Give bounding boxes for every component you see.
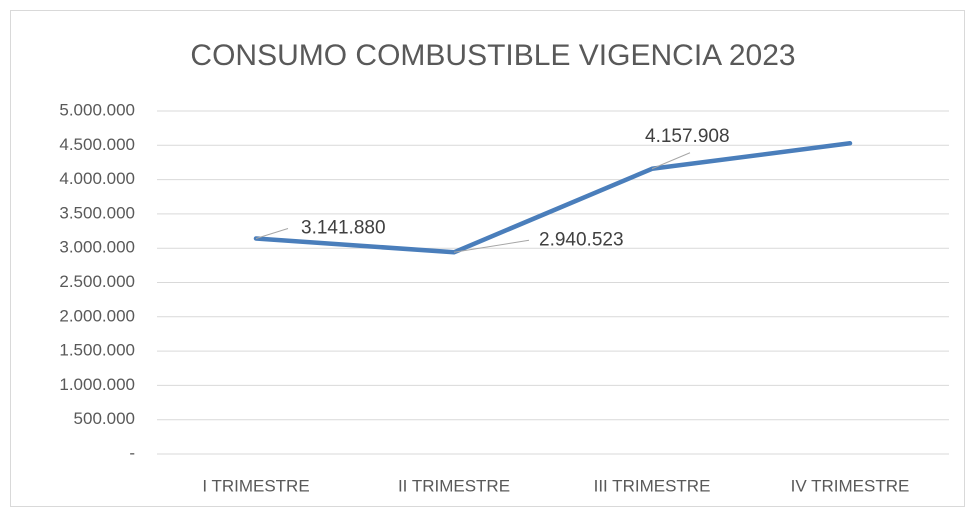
y-tick-label: 4.500.000	[59, 135, 135, 154]
y-tick-label: 4.000.000	[59, 169, 135, 188]
data-label: 4.157.908	[645, 126, 730, 147]
x-tick-label: II TRIMESTRE	[398, 476, 510, 495]
y-tick-label: 5.000.000	[59, 100, 135, 119]
leader-line	[453, 239, 530, 253]
leader-line	[255, 227, 289, 239]
x-tick-label: I TRIMESTRE	[202, 476, 309, 495]
y-tick-label: 2.000.000	[59, 306, 135, 325]
leader-line	[651, 152, 691, 170]
data-label: 2.940.523	[539, 229, 624, 250]
y-tick-label: 1.000.000	[59, 375, 135, 394]
y-tick-label: 2.500.000	[59, 272, 135, 291]
chart-title: CONSUMO COMBUSTIBLE VIGENCIA 2023	[190, 39, 795, 72]
x-tick-label: IV TRIMESTRE	[791, 476, 910, 495]
chart-border	[10, 10, 965, 507]
y-tick-label: 1.500.000	[59, 341, 135, 360]
y-tick-label: 3.500.000	[59, 203, 135, 222]
x-tick-label: III TRIMESTRE	[594, 476, 711, 495]
y-tick-label: 3.000.000	[59, 238, 135, 257]
y-tick-label: -	[129, 443, 135, 462]
y-tick-label: 500.000	[74, 409, 135, 428]
data-label: 3.141.880	[301, 217, 386, 238]
line-series	[253, 140, 853, 255]
